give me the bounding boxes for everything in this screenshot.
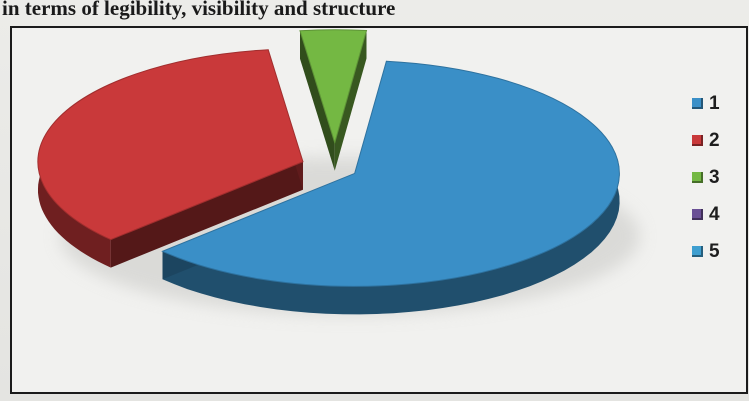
legend-item-1: 1 xyxy=(692,85,742,122)
chart-legend: 1 2 3 4 5 xyxy=(692,85,742,270)
legend-swatch-3 xyxy=(692,172,703,183)
legend-swatch-5 xyxy=(692,246,703,257)
legend-item-4: 4 xyxy=(692,196,742,233)
legend-swatch-4 xyxy=(692,209,703,220)
pie-slice-1-wall xyxy=(162,61,620,315)
pie-slice-1 xyxy=(161,60,620,287)
legend-item-5: 5 xyxy=(692,233,742,270)
legend-label-1: 1 xyxy=(709,92,720,114)
pie-slice-2-face-start xyxy=(110,161,303,268)
legend-swatch-2 xyxy=(692,135,703,146)
legend-label-2: 2 xyxy=(709,129,720,151)
legend-label-3: 3 xyxy=(709,166,720,188)
pie-slice-3-face-start xyxy=(300,30,335,171)
legend-item-3: 3 xyxy=(692,159,742,196)
legend-swatch-1 xyxy=(692,98,703,109)
pie-slice-3-face-end xyxy=(334,30,367,171)
pie-slice-2 xyxy=(37,49,304,241)
legend-label-4: 4 xyxy=(709,203,720,225)
pie-slice-3 xyxy=(299,29,368,145)
legend-label-5: 5 xyxy=(709,240,720,262)
legend-item-2: 2 xyxy=(692,122,742,159)
page-heading: in terms of legibility, visibility and s… xyxy=(2,0,396,20)
